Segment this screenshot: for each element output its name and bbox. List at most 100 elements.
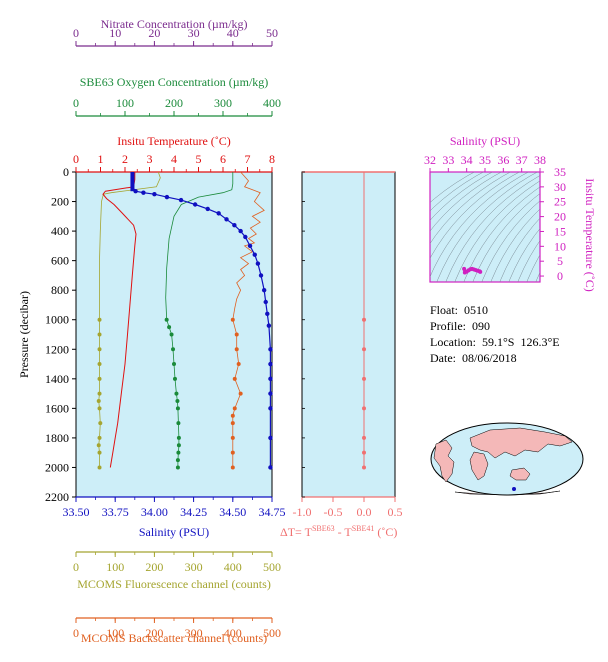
delta-tick-label: 0.0 [357, 505, 372, 519]
salinity-point [224, 217, 229, 222]
oxygen-point [167, 325, 172, 330]
map-land-africa [469, 451, 489, 481]
oxygen-point [171, 347, 176, 352]
temperature-tick-label: 1 [98, 152, 104, 166]
salinity-point [192, 202, 198, 207]
pressure-tick-label: 0 [63, 165, 69, 179]
profile-number: Profile: 090 [430, 319, 490, 333]
fluorescence-tick-label: 0 [73, 560, 79, 574]
oxygen-point [175, 406, 180, 411]
t-s-isopycnal [508, 228, 540, 282]
pressure-tick-label: 600 [51, 254, 69, 268]
fluorescence-line [98, 171, 161, 468]
salinity-tick-label: 33.75 [102, 505, 129, 519]
salinity-point [268, 391, 273, 396]
nitrate-tick-label: 20 [148, 26, 160, 40]
t-s-isopycnal [490, 208, 540, 282]
t-s-y-tick-label: 35 [554, 165, 566, 179]
backscatter-point [230, 421, 235, 426]
pressure-tick-label: 1200 [45, 342, 69, 356]
t-s-y-tick-label: 5 [557, 254, 563, 268]
salinity-point [247, 243, 253, 249]
salinity-point [268, 361, 273, 367]
delta-point [362, 435, 366, 440]
oxygen-point [174, 391, 179, 396]
fluorescence-point [97, 376, 102, 381]
t-s-x-tick-label: 35 [479, 153, 491, 167]
salinity-point [252, 252, 257, 257]
oxygen-point [176, 435, 181, 440]
fluorescence-point [97, 406, 102, 411]
oxygen-point [172, 362, 176, 367]
t-s-isopycnal [430, 172, 493, 221]
backscatter-point [238, 391, 243, 396]
world-map [430, 422, 584, 496]
nitrate-tick-label: 40 [227, 26, 239, 40]
salinity-point [133, 189, 138, 194]
oxygen-point [164, 317, 169, 322]
salinity-point [268, 376, 273, 382]
backscatter-tick-label: 400 [224, 626, 242, 640]
delta-tick-label: -1.0 [293, 505, 312, 519]
delta-point [362, 450, 366, 455]
nitrate-tick-label: 30 [188, 26, 200, 40]
t-s-point [478, 269, 483, 274]
delta-axis-title-part: ΔT= T [280, 525, 313, 539]
map-land-americas [433, 439, 455, 483]
oxygen-point [175, 458, 180, 463]
t-s-isopycnal [499, 217, 540, 282]
temperature-tick-label: 3 [147, 152, 153, 166]
temperature-tick-label: 0 [73, 152, 79, 166]
fluorescence-tick-label: 100 [106, 560, 124, 574]
salinity-point [265, 311, 270, 317]
t-s-isopycnal [430, 172, 484, 212]
backscatter-point [230, 413, 235, 418]
backscatter-point [232, 406, 237, 411]
oxygen-point [169, 332, 174, 337]
t-s-isopycnal [445, 175, 540, 282]
delta-tick-label: 0.5 [388, 505, 403, 519]
salinity-point [268, 347, 273, 352]
salinity-axis-title: Salinity (PSU) [139, 525, 209, 539]
delta-axis-title-part: SBE41 [352, 524, 375, 533]
fluorescence-tick-label: 200 [145, 560, 163, 574]
fluorescence-point [97, 450, 102, 455]
salinity-point [266, 323, 272, 328]
oxygen-tick-label: 200 [165, 96, 183, 110]
salinity-point [216, 211, 221, 216]
delta-axis-title-part: (˚C) [374, 525, 397, 539]
nitrate-tick-label: 50 [266, 26, 278, 40]
t-s-y-tick-label: 10 [554, 239, 566, 253]
fluorescence-point [97, 332, 102, 337]
t-s-y-axis-title: Insitu Temperature (˚C) [583, 178, 597, 292]
t-s-x-axis-title: Salinity (PSU) [450, 134, 520, 148]
backscatter-point [230, 450, 235, 455]
delta-point [362, 465, 366, 470]
t-s-x-tick-label: 34 [461, 153, 473, 167]
oxygen-point [172, 376, 177, 381]
salinity-point [178, 197, 184, 203]
delta-point [362, 406, 366, 411]
salinity-tick-label: 34.75 [259, 505, 286, 519]
backscatter-point [236, 362, 241, 367]
t-s-point [462, 266, 467, 271]
profile-date: Date: 08/06/2018 [430, 351, 517, 365]
oxygen-tick-label: 300 [214, 96, 232, 110]
fluorescence-point [97, 362, 102, 367]
nitrate-tick-label: 10 [109, 26, 121, 40]
t-s-isopycnal [430, 172, 511, 244]
backscatter-tick-label: 0 [73, 626, 79, 640]
delta-tick-label: -0.5 [324, 505, 343, 519]
t-s-x-tick-label: 38 [534, 153, 546, 167]
fluorescence-tick-label: 300 [185, 560, 203, 574]
temperature-tick-label: 2 [122, 152, 128, 166]
temperature-tick-label: 7 [245, 152, 251, 166]
oxygen-point [176, 421, 181, 426]
t-s-isopycnal [472, 193, 540, 282]
backscatter-axis-title: MCOMS Backscatter channel (counts) [81, 631, 267, 645]
oxygen-tick-label: 400 [263, 96, 281, 110]
profile-plot-area [75, 171, 273, 498]
delta-t-panel: -1.0 -0.5 0.0 0.5 ΔT= TSBE63 - TSBE41 (˚C) [280, 171, 403, 539]
